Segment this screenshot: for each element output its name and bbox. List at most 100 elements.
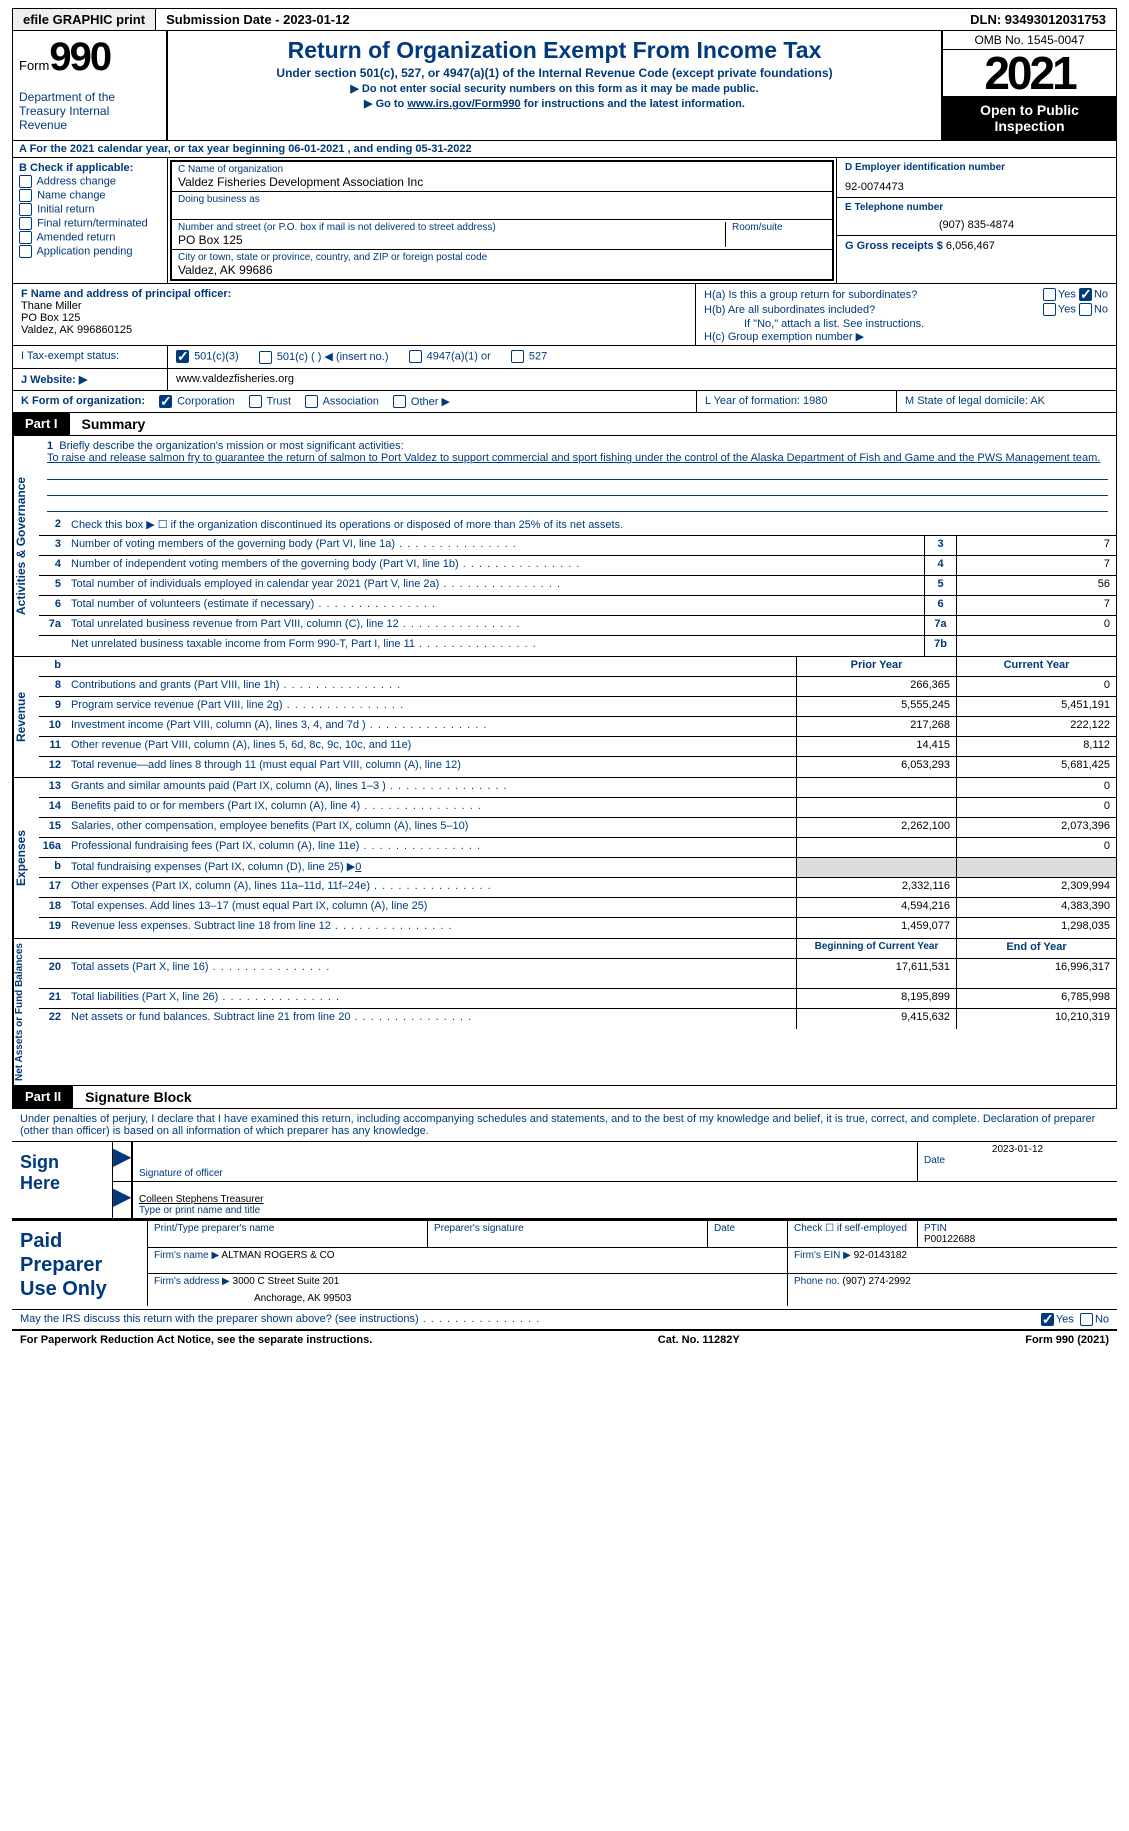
q2: Check this box ▶ ☐ if the organization d… <box>67 516 1116 535</box>
firm-addr2: Anchorage, AK 99503 <box>254 1293 781 1304</box>
may-no[interactable] <box>1080 1313 1093 1326</box>
p17: 2,332,116 <box>796 878 956 897</box>
tax-status-label: I Tax-exempt status: <box>13 346 168 368</box>
form-org-label: K Form of organization: <box>21 395 145 407</box>
phone-label: E Telephone number <box>845 202 1108 213</box>
e20: 16,996,317 <box>956 959 1116 988</box>
v5: 56 <box>956 576 1116 595</box>
row-a-tax-year: A For the 2021 calendar year, or tax yea… <box>13 141 1116 158</box>
part1-title: Summary <box>70 413 158 435</box>
q12: Total revenue—add lines 8 through 11 (mu… <box>67 757 796 777</box>
c16a: 0 <box>956 838 1116 857</box>
col-b-checks: B Check if applicable: Address change Na… <box>13 158 168 283</box>
website-value[interactable]: www.valdezfisheries.org <box>168 369 1116 390</box>
ein-value: 92-0074473 <box>845 181 1108 193</box>
type-name-label: Type or print name and title <box>139 1205 1111 1216</box>
q21: Total liabilities (Part X, line 26) <box>67 989 796 1008</box>
v4: 7 <box>956 556 1116 575</box>
org-assoc[interactable] <box>305 395 318 408</box>
check-amended[interactable] <box>19 231 32 244</box>
status-501c[interactable] <box>259 351 272 364</box>
e21: 6,785,998 <box>956 989 1116 1008</box>
dba-label: Doing business as <box>178 194 826 205</box>
c13: 0 <box>956 778 1116 797</box>
check-final[interactable] <box>19 217 32 230</box>
phone-value: (907) 835-4874 <box>845 219 1108 231</box>
org-address: PO Box 125 <box>178 233 719 247</box>
submission-date: Submission Date - 2023-01-12 <box>156 9 360 30</box>
ein-label: D Employer identification number <box>845 162 1108 173</box>
v7a: 0 <box>956 616 1116 635</box>
c15: 2,073,396 <box>956 818 1116 837</box>
b21: 8,195,899 <box>796 989 956 1008</box>
org-other[interactable] <box>393 395 406 408</box>
q5: Total number of individuals employed in … <box>67 576 924 595</box>
sig-officer-label: Signature of officer <box>139 1168 911 1179</box>
sig-declaration: Under penalties of perjury, I declare th… <box>12 1109 1117 1141</box>
form-number: 990 <box>49 35 110 79</box>
q17: Other expenses (Part IX, column (A), lin… <box>67 878 796 897</box>
dln: DLN: 93493012031753 <box>960 9 1116 30</box>
department: Department of the Treasury Internal Reve… <box>19 90 160 132</box>
p14 <box>796 798 956 817</box>
q11: Other revenue (Part VIII, column (A), li… <box>67 737 796 756</box>
p12: 6,053,293 <box>796 757 956 777</box>
city-label: City or town, state or province, country… <box>178 252 826 263</box>
addr-label: Number and street (or P.O. box if mail i… <box>178 222 719 233</box>
p9: 5,555,245 <box>796 697 956 716</box>
instruction-1: ▶ Do not enter social security numbers o… <box>174 82 935 95</box>
officer-label: F Name and address of principal officer: <box>21 288 687 300</box>
org-trust[interactable] <box>249 395 262 408</box>
p13 <box>796 778 956 797</box>
website-label: J Website: ▶ <box>13 369 168 390</box>
end-year-hdr: End of Year <box>956 939 1116 958</box>
check-name[interactable] <box>19 189 32 202</box>
q16b: Total fundraising expenses (Part IX, col… <box>67 858 796 877</box>
status-501c3[interactable] <box>176 350 189 363</box>
q16a: Professional fundraising fees (Part IX, … <box>67 838 796 857</box>
q7a: Total unrelated business revenue from Pa… <box>67 616 924 635</box>
firm-addr1: 3000 C Street Suite 201 <box>233 1276 340 1287</box>
ha-no[interactable] <box>1079 288 1092 301</box>
e22: 10,210,319 <box>956 1009 1116 1029</box>
mission-text: To raise and release salmon fry to guara… <box>47 452 1108 464</box>
hb-note: If "No," attach a list. See instructions… <box>704 318 1108 330</box>
org-name-label: C Name of organization <box>178 164 826 175</box>
hb-no[interactable] <box>1079 303 1092 316</box>
beg-year-hdr: Beginning of Current Year <box>796 939 956 958</box>
c19: 1,298,035 <box>956 918 1116 938</box>
check-address[interactable] <box>19 175 32 188</box>
ha-label: H(a) Is this a group return for subordin… <box>704 289 917 301</box>
org-corp[interactable] <box>159 395 172 408</box>
firm-name-label: Firm's name ▶ <box>154 1250 219 1261</box>
may-yes[interactable] <box>1041 1313 1054 1326</box>
q14: Benefits paid to or for members (Part IX… <box>67 798 796 817</box>
form-title: Return of Organization Exempt From Incom… <box>174 37 935 64</box>
check-initial[interactable] <box>19 203 32 216</box>
b22: 9,415,632 <box>796 1009 956 1029</box>
status-4947[interactable] <box>409 350 422 363</box>
check-application[interactable] <box>19 245 32 258</box>
firm-addr-label: Firm's address ▶ <box>154 1276 230 1287</box>
prep-phone-label: Phone no. <box>794 1276 840 1287</box>
footer-right: Form 990 (2021) <box>1025 1334 1109 1346</box>
gross-label: G Gross receipts $ <box>845 240 943 252</box>
curr-year-hdr: Current Year <box>956 657 1116 676</box>
form990-link[interactable]: www.irs.gov/Form990 <box>407 98 520 110</box>
form-word: Form <box>19 58 49 73</box>
sig-date-label: Date <box>924 1155 1111 1166</box>
hb-yes[interactable] <box>1043 303 1056 316</box>
q9: Program service revenue (Part VIII, line… <box>67 697 796 716</box>
ptin-value: P00122688 <box>924 1234 1111 1245</box>
status-527[interactable] <box>511 350 524 363</box>
gross-value: 6,056,467 <box>946 240 995 252</box>
c14: 0 <box>956 798 1116 817</box>
side-activities: Activities & Governance <box>13 436 39 656</box>
side-netassets: Net Assets or Fund Balances <box>13 939 39 1085</box>
p19: 1,459,077 <box>796 918 956 938</box>
efile-button[interactable]: efile GRAPHIC print <box>13 9 156 30</box>
form-header: Form990 Department of the Treasury Inter… <box>12 31 1117 141</box>
org-city: Valdez, AK 99686 <box>178 263 826 277</box>
ha-yes[interactable] <box>1043 288 1056 301</box>
q7b: Net unrelated business taxable income fr… <box>67 636 924 656</box>
